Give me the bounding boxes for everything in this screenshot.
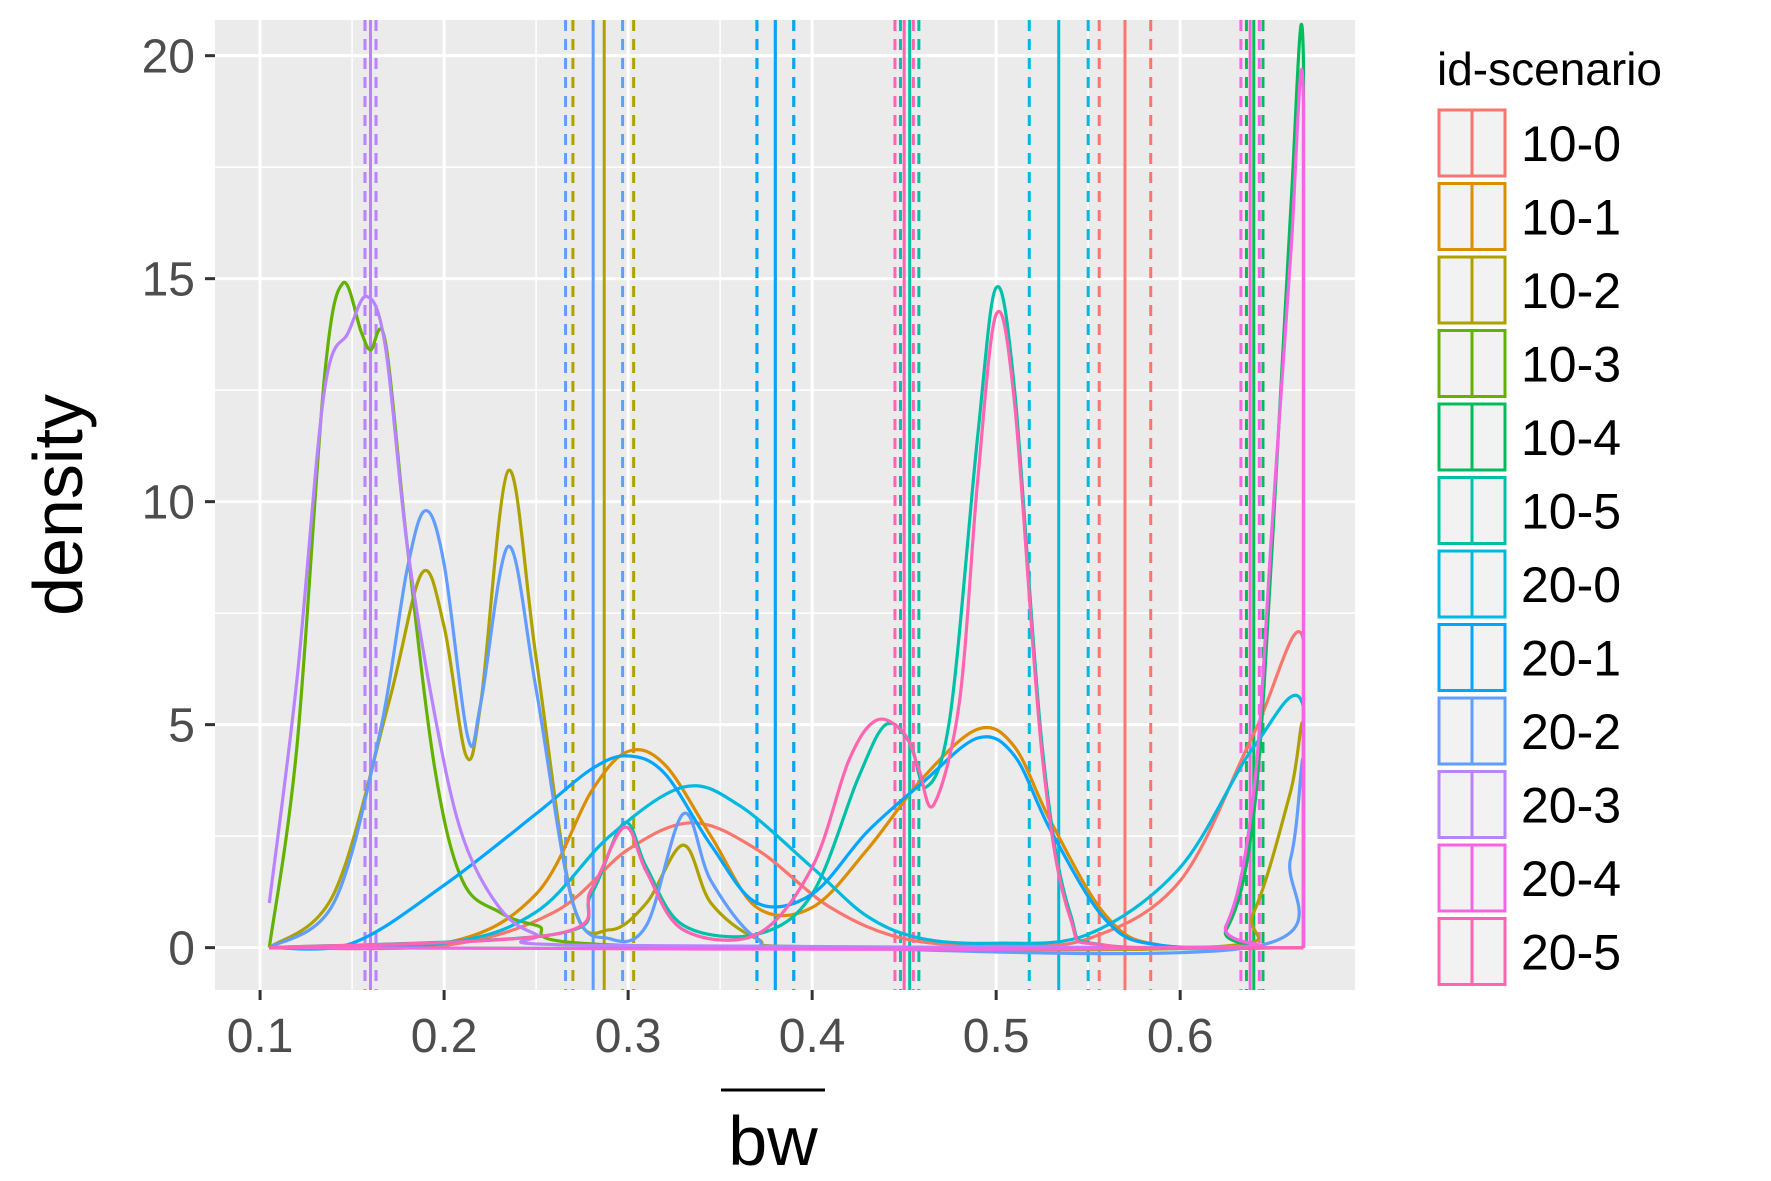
- legend-label: 20-4: [1521, 851, 1621, 907]
- legend-title: id-scenario: [1437, 43, 1662, 95]
- legend-label: 20-0: [1521, 557, 1621, 613]
- legend-item: 20-1: [1437, 623, 1621, 692]
- density-curve: [269, 67, 1306, 951]
- legend-item: 10-4: [1437, 402, 1621, 472]
- density-curves: [267, 22, 1306, 956]
- legend-item: 10-5: [1437, 476, 1621, 545]
- y-axis-label: density: [19, 394, 97, 616]
- legend-label: 20-1: [1521, 631, 1621, 687]
- x-tick-label: 0.5: [963, 1010, 1030, 1063]
- x-tick-label: 0.6: [1147, 1010, 1214, 1063]
- x-axis-label-group: bw: [721, 1088, 825, 1180]
- x-tick-label: 0.2: [411, 1010, 478, 1063]
- legend-label: 10-5: [1521, 484, 1621, 540]
- legend-label: 10-0: [1521, 116, 1621, 172]
- legend-label: 10-2: [1521, 263, 1621, 319]
- legend-label: 10-1: [1521, 190, 1621, 246]
- density-curve: [269, 693, 1306, 950]
- legend-label: 10-4: [1521, 410, 1621, 466]
- x-tick-label: 0.1: [227, 1010, 294, 1063]
- legend-item: 10-1: [1437, 182, 1621, 251]
- y-tick-label: 0: [168, 923, 195, 976]
- y-tick-label: 20: [142, 31, 195, 84]
- legend-item: 20-4: [1437, 843, 1621, 913]
- grid: [215, 20, 1355, 990]
- density-curve: [269, 725, 1304, 951]
- legend-label: 20-2: [1521, 704, 1621, 760]
- mean-ci-lines: [363, 20, 1265, 990]
- density-curve: [269, 630, 1306, 951]
- density-curve: [269, 309, 1304, 950]
- density-curve: [267, 294, 1304, 950]
- x-tick-label: 0.4: [779, 1010, 846, 1063]
- legend-label: 10-3: [1521, 337, 1621, 393]
- legend-item: 10-2: [1437, 255, 1621, 325]
- legend-item: 20-3: [1437, 770, 1621, 839]
- y-tick-label: 5: [168, 700, 195, 753]
- legend-item: 10-3: [1437, 329, 1621, 398]
- axes: 0.1 0.2 0.3 0.4 0.5 0.6 0 5 10 15 20: [142, 31, 1214, 1063]
- legend: id-scenario 10-0 10-1 10-2 10-3 10-4 10-5 20-0…: [1437, 43, 1662, 986]
- legend-item: 10-0: [1437, 108, 1621, 178]
- legend-label: 20-3: [1521, 778, 1621, 834]
- panel-background: [215, 20, 1355, 990]
- y-tick-label: 10: [142, 477, 195, 530]
- x-tick-label: 0.3: [595, 1010, 662, 1063]
- legend-label: 20-5: [1521, 925, 1621, 981]
- legend-item: 20-5: [1437, 917, 1621, 986]
- legend-item: 20-2: [1437, 696, 1621, 766]
- legend-item: 20-0: [1437, 549, 1621, 619]
- x-axis-label: bw: [728, 1102, 818, 1180]
- y-tick-label: 15: [142, 254, 195, 307]
